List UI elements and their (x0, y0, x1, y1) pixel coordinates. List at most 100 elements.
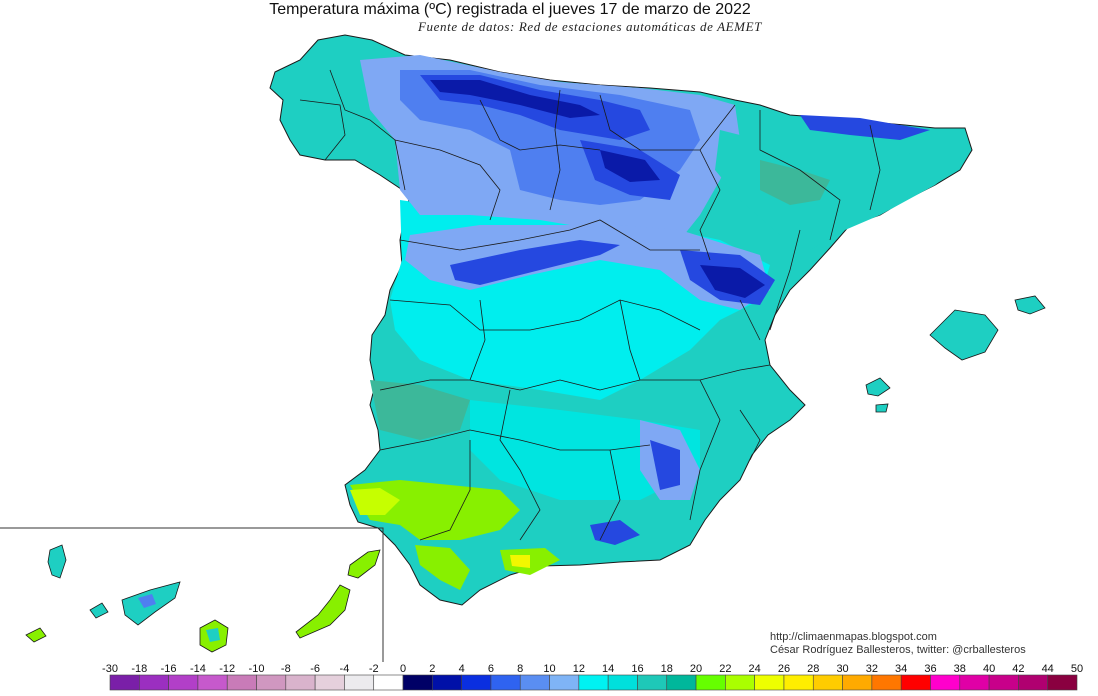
legend-swatch (256, 674, 287, 691)
legend-swatch (519, 674, 550, 691)
tenerife-teide (138, 594, 156, 608)
zone-20c-guadalquivir (350, 480, 520, 540)
legend-tick-label: 10 (543, 663, 555, 675)
legend-tick-label: -14 (190, 663, 206, 675)
border-line-6 (599, 94, 736, 151)
legend-tick-label: -18 (131, 663, 147, 675)
legend-tick-label: 16 (631, 663, 643, 675)
zone-8c-pirineo (800, 115, 930, 140)
legend-tick-label: 6 (488, 663, 494, 675)
el-hierro (25, 627, 47, 643)
legend-tick-label: -12 (219, 663, 235, 675)
border-line-1 (329, 69, 406, 191)
legend-tick-label: 4 (459, 663, 465, 675)
legend-swatch (344, 674, 375, 691)
legend-swatch (695, 674, 726, 691)
border-line-15 (379, 379, 641, 391)
legend-swatch (314, 674, 345, 691)
legend-tick-label: -4 (340, 663, 350, 675)
zone-4c-cuenca (700, 265, 765, 298)
zone-10c-central (405, 225, 770, 310)
legend-swatch (637, 674, 668, 691)
border-line-18 (599, 449, 621, 541)
legend-tick-label: 0 (400, 663, 406, 675)
border-line-21 (739, 409, 761, 461)
legend-swatch (666, 674, 697, 691)
legend-swatch (988, 674, 1019, 691)
province-borders (299, 69, 881, 541)
legend-swatch (871, 674, 902, 691)
legend-swatch (490, 674, 521, 691)
legend-swatch (900, 674, 931, 691)
credits-author: César Rodríguez Ballesteros, twitter: @c… (770, 644, 1026, 656)
border-line-5 (549, 89, 561, 211)
legend-tick-label: 42 (1012, 663, 1024, 675)
zone-14c-ebro (715, 130, 960, 250)
legend-swatch (725, 674, 755, 691)
border-line-7 (699, 149, 721, 261)
legend-tick-label: 28 (807, 663, 819, 675)
legend-swatch (461, 674, 492, 691)
credits: http://climaenmapas.blogspot.com César R… (770, 631, 1026, 657)
lanzarote (347, 549, 381, 579)
zone-18c-oeste (370, 380, 470, 440)
border-line-4 (479, 99, 601, 151)
legend-tick-label: 32 (866, 663, 878, 675)
legend-tick-label: 36 (924, 663, 936, 675)
legend-swatch (373, 674, 404, 691)
legend-tick-label: 22 (719, 663, 731, 675)
legend-tick-label: -2 (369, 663, 379, 675)
legend-swatch (812, 674, 843, 691)
border-line-9 (869, 124, 881, 211)
zone-6c-segura (650, 440, 680, 490)
legend-tick-label: -8 (281, 663, 291, 675)
zone-6c-central (450, 240, 620, 285)
legend-tick-label: -30 (102, 663, 118, 675)
legend-swatch (109, 674, 140, 691)
border-line-3 (394, 139, 501, 221)
border-line-11 (399, 219, 700, 251)
legend-swatch (578, 674, 609, 691)
zone-6c-sierra-nevada (590, 520, 640, 545)
zone-22c-huelva (350, 488, 400, 515)
legend-tick-label: -16 (161, 663, 177, 675)
fuerteventura (295, 584, 351, 639)
zone-18c-ebro (760, 160, 830, 205)
map-title: Temperatura máxima (ºC) registrada el ju… (269, 1, 751, 18)
legend-swatch (402, 674, 433, 691)
legend-swatch (783, 674, 814, 691)
border-line-22 (739, 299, 761, 341)
legend-tick-label: -6 (310, 663, 320, 675)
legend-tick-label: 24 (749, 663, 761, 675)
legend-swatch (197, 674, 228, 691)
la-palma (47, 544, 67, 579)
legend-swatch (607, 674, 638, 691)
border-line-17 (499, 389, 541, 541)
legend-swatch (432, 674, 462, 691)
baleares (865, 295, 1046, 413)
border-line-14 (619, 299, 771, 381)
border-line-2 (299, 99, 346, 161)
mallorca (929, 309, 999, 361)
ibiza (865, 377, 891, 397)
border-line-8 (759, 110, 841, 241)
legend-swatch (959, 674, 990, 691)
border-line-20 (689, 379, 721, 521)
legend-tick-label: 44 (1042, 663, 1054, 675)
legend-swatch (285, 674, 316, 691)
legend-swatch (549, 674, 580, 691)
border-line-19 (419, 440, 471, 541)
la-gomera (89, 602, 109, 619)
credits-blog-link[interactable]: http://climaenmapas.blogspot.com (770, 631, 937, 643)
legend-tick-label: 26 (778, 663, 790, 675)
legend-tick-label: 20 (690, 663, 702, 675)
legend-tick-label: 40 (983, 663, 995, 675)
legend-tick-label: 50 (1071, 663, 1083, 675)
legend-ticks: -30 -18 -16 -14 -12 -10 -8 -6 -4 -2 0 2 4 6 8 10 12 14 16 1… (102, 663, 1083, 675)
legend-tick-label: 30 (836, 663, 848, 675)
legend-tick-label: 34 (895, 663, 907, 675)
zone-24c-malaga (510, 555, 530, 568)
border-line-12 (389, 299, 701, 331)
